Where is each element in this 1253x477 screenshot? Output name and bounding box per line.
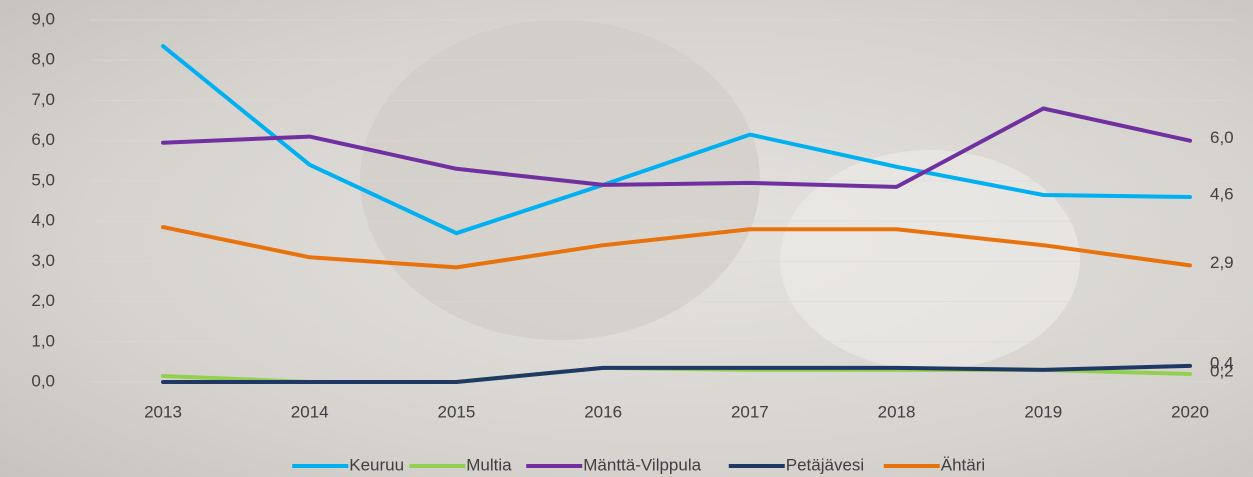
legend-label: Ähtäri xyxy=(941,455,985,474)
x-tick-label: 2019 xyxy=(1024,402,1062,421)
y-tick-label: 1,0 xyxy=(31,331,55,350)
y-tick-label: 5,0 xyxy=(31,170,55,189)
y-tick-label: 9,0 xyxy=(31,9,55,28)
data-label: 4,6 xyxy=(1210,184,1234,203)
y-tick-label: 6,0 xyxy=(31,130,55,149)
y-tick-label: 2,0 xyxy=(31,291,55,310)
y-tick-label: 7,0 xyxy=(31,90,55,109)
y-tick-label: 8,0 xyxy=(31,50,55,69)
x-tick-label: 2014 xyxy=(291,402,329,421)
data-label: 0,4 xyxy=(1210,353,1234,372)
legend-label: Keuruu xyxy=(349,455,404,474)
y-tick-label: 4,0 xyxy=(31,211,55,230)
x-tick-label: 2020 xyxy=(1171,402,1209,421)
series-line xyxy=(161,44,1192,236)
series-line xyxy=(161,363,1192,384)
data-label: 2,9 xyxy=(1210,253,1234,272)
y-tick-label: 0,0 xyxy=(31,371,55,390)
data-label: 6,0 xyxy=(1210,128,1234,147)
x-tick-label: 2016 xyxy=(584,402,622,421)
series-line xyxy=(161,106,1192,189)
x-tick-label: 2015 xyxy=(438,402,476,421)
series-line xyxy=(161,225,1192,270)
y-tick-label: 3,0 xyxy=(31,251,55,270)
legend-label: Mänttä-Vilppula xyxy=(583,455,701,474)
background-blur xyxy=(780,150,1080,370)
x-tick-label: 2017 xyxy=(731,402,769,421)
data-label: 0,2 xyxy=(1210,361,1234,380)
x-tick-label: 2013 xyxy=(144,402,182,421)
legend-label: Petäjävesi xyxy=(786,455,864,474)
x-tick-label: 2018 xyxy=(878,402,916,421)
legend-label: Multia xyxy=(466,455,512,474)
